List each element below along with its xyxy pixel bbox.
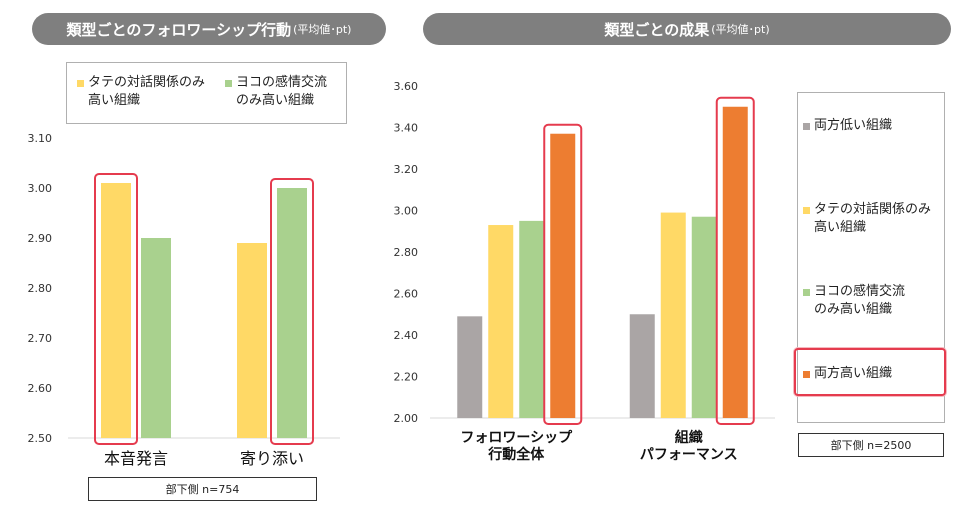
legend-label: タテの対話関係のみ 高い組織 [814,202,932,235]
y-tick-label: 3.60 [394,80,419,93]
bar [550,133,576,418]
bar [660,212,686,418]
left-sample-note: 部下側 n=754 [88,477,317,501]
right-chart-header: 類型ごとの成果 (平均値･pt) [423,13,951,45]
y-tick-label: 2.20 [394,371,419,384]
category-label: 本音発言 [104,449,168,468]
left-legend-item-yellow: タテの対話関係のみ 高い組織 [77,74,205,110]
legend-label: 両方高い組織 [814,366,893,381]
left-legend-item-green: ヨコの感情交流 のみ高い組織 [225,74,327,110]
category-label-line: 寄り添い [240,449,304,468]
right-legend-item-orange: 両方高い組織 [803,365,892,383]
bar [101,183,131,438]
right-legend-item-yellow: タテの対話関係のみ 高い組織 [803,201,931,237]
highlight-frame [270,178,314,445]
left-legend: タテの対話関係のみ 高い組織 ヨコの感情交流 のみ高い組織 [66,62,347,124]
y-tick-label: 2.40 [394,329,419,342]
category-label-line: フォロワーシップ [460,430,573,446]
legend-swatch [803,207,810,214]
y-tick-label: 2.60 [28,382,53,395]
right-header-sub: (平均値･pt) [711,23,770,36]
y-tick-label: 2.70 [28,332,53,345]
bar [457,316,483,418]
highlight-frame [715,96,755,425]
left-header-main: 類型ごとのフォロワーシップ行動 [66,20,292,39]
bar [722,106,748,418]
bar [629,314,655,418]
legend-label: タテの対話関係のみ 高い組織 [88,75,206,108]
y-tick-label: 3.10 [28,132,53,145]
right-header-main: 類型ごとの成果 [604,20,710,39]
right-bar-chart: 2.00 2.20 2.40 2.60 2.80 3.00 3.20 3.40 3.60 フォロワ… [394,80,775,463]
category-label: 組織パフォーマンス [640,429,738,463]
right-legend-highlight [794,348,946,396]
y-tick-label: 3.00 [394,205,419,218]
y-tick-label: 3.20 [394,163,419,176]
legend-label: ヨコの感情交流 のみ高い組織 [814,284,906,317]
bar [488,225,514,418]
legend-swatch [77,80,84,87]
right-legend: 両方低い組織 タテの対話関係のみ 高い組織 ヨコの感情交流 のみ高い組織 両方高… [797,92,945,423]
legend-label: 両方低い組織 [814,118,893,133]
left-header-sub: (平均値･pt) [293,23,352,36]
right-legend-item-gray: 両方低い組織 [803,117,892,135]
category-label-line: パフォーマンス [640,447,738,463]
highlight-frame [94,173,138,445]
y-tick-label: 2.90 [28,232,53,245]
left-chart-header: 類型ごとのフォロワーシップ行動 (平均値･pt) [32,13,386,45]
y-tick-label: 2.00 [394,412,419,425]
y-tick-label: 2.80 [394,246,419,259]
y-tick-label: 2.60 [394,288,419,301]
category-label-line: 組織 [675,429,703,446]
right-sample-note: 部下側 n=2500 [798,433,944,457]
category-label-line: 行動全体 [487,446,545,463]
legend-swatch [803,289,810,296]
bar [141,238,171,438]
category-label-line: 本音発言 [104,449,168,468]
y-tick-label: 3.40 [394,122,419,135]
bar [519,220,545,418]
left-bar-chart: 2.50 2.60 2.70 2.80 2.90 3.00 3.10 本音発言 寄り添い [28,132,340,468]
y-tick-label: 2.80 [28,282,53,295]
category-label: フォロワーシップ行動全体 [460,430,573,463]
legend-swatch [803,123,810,130]
legend-swatch [803,371,810,378]
y-tick-label: 3.00 [28,182,53,195]
category-label: 寄り添い [240,449,304,468]
highlight-frame [543,123,583,425]
bar [237,243,267,438]
bar [691,216,717,418]
legend-label: ヨコの感情交流 のみ高い組織 [236,75,328,108]
bar [277,188,307,438]
legend-swatch [225,80,232,87]
right-legend-item-green: ヨコの感情交流 のみ高い組織 [803,283,905,319]
y-tick-label: 2.50 [28,432,53,445]
